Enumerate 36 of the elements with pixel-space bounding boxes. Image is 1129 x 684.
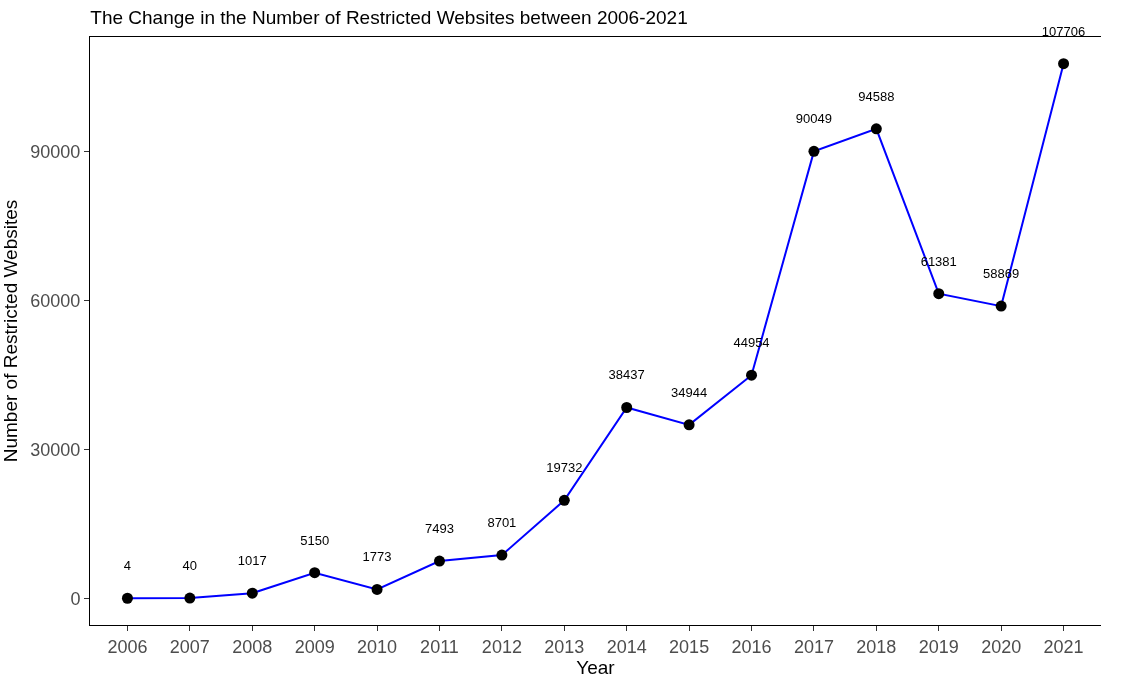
x-tick-label: 2008 xyxy=(232,636,273,657)
data-label: 4 xyxy=(123,558,132,574)
data-label: 19732 xyxy=(546,460,583,476)
data-label: 38437 xyxy=(608,367,645,383)
x-axis-title: Year xyxy=(576,656,616,678)
x-tick-label: 2012 xyxy=(481,636,522,657)
data-label: 34944 xyxy=(671,384,708,400)
data-label: 7493 xyxy=(425,521,454,537)
x-tick-label: 2014 xyxy=(606,636,647,657)
y-tick-label: 30000 xyxy=(30,439,81,460)
data-label: 8701 xyxy=(487,515,517,531)
x-tick-label: 2011 xyxy=(420,636,459,657)
data-label: 90049 xyxy=(795,111,833,127)
data-label: 1017 xyxy=(237,553,267,569)
chart-title: The Change in the Number of Restricted Websites between 2006-2021 xyxy=(90,6,688,28)
y-axis-title: Number of Restricted Websites xyxy=(0,199,21,463)
data-label: 107706 xyxy=(1041,23,1086,39)
x-tick-label: 2021 xyxy=(1043,636,1084,657)
y-tick-label: 90000 xyxy=(30,141,81,162)
y-tick-label: 0 xyxy=(70,588,81,609)
x-tick-label: 2009 xyxy=(294,636,335,657)
x-tick-label: 2019 xyxy=(918,636,959,657)
data-label: 5150 xyxy=(300,532,330,548)
data-label: 94588 xyxy=(858,88,895,104)
x-tick-label: 2016 xyxy=(731,636,772,657)
x-tick-label: 2018 xyxy=(856,636,897,657)
data-label: 40 xyxy=(182,558,198,574)
data-label: 1773 xyxy=(362,549,392,565)
x-tick-label: 2017 xyxy=(793,636,834,657)
x-tick-label: 2007 xyxy=(169,636,210,657)
x-tick-label: 2006 xyxy=(107,636,148,657)
x-tick-label: 2010 xyxy=(357,636,398,657)
x-tick-label: 2015 xyxy=(669,636,710,657)
y-tick-label: 60000 xyxy=(30,290,81,311)
x-tick-label: 2013 xyxy=(544,636,585,657)
x-tick-label: 2020 xyxy=(981,636,1022,657)
